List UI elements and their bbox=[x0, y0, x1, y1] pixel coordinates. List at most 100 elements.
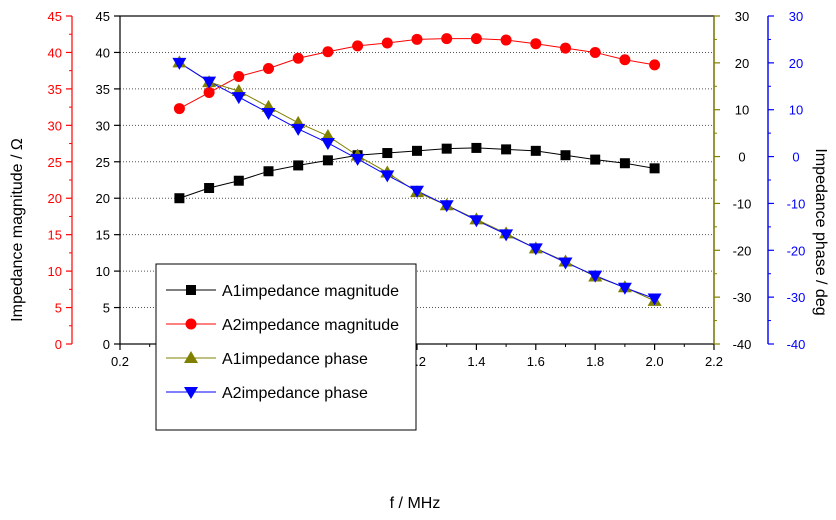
right-outer-tick-label: 10 bbox=[789, 103, 803, 118]
legend-box bbox=[155, 263, 417, 431]
series-4-point bbox=[291, 123, 306, 136]
left-outer-tick-label: 15 bbox=[48, 228, 62, 243]
right-inner-tick-label: -20 bbox=[733, 243, 752, 258]
right-outer-tick-label: -10 bbox=[787, 196, 806, 211]
series-2-point bbox=[233, 70, 245, 82]
left-outer-tick-label: 20 bbox=[48, 191, 62, 206]
series-1-point bbox=[174, 193, 185, 204]
series-2-point bbox=[173, 103, 185, 115]
right-inner-tick-label: -10 bbox=[733, 196, 752, 211]
series-1-point bbox=[263, 166, 274, 177]
series-2-point bbox=[560, 42, 571, 54]
series-4-point bbox=[647, 293, 662, 306]
series-2-point bbox=[352, 40, 364, 52]
legend-label: A1impedance magnitude bbox=[222, 283, 399, 300]
left-inner-tick-label: 30 bbox=[96, 118, 110, 133]
legend: A1impedance magnitude A2impedance magnitu… bbox=[155, 263, 417, 431]
series-4-point bbox=[202, 76, 217, 89]
series-2-point bbox=[292, 52, 304, 64]
right-inner-tick-label: 20 bbox=[735, 56, 749, 71]
series-lines bbox=[179, 38, 655, 302]
series-2-point bbox=[263, 62, 274, 74]
series-2-point bbox=[500, 34, 512, 46]
series-markers bbox=[172, 33, 662, 306]
series-4-point bbox=[439, 200, 454, 213]
series-line-2 bbox=[179, 38, 655, 110]
legend-label: A2impedance phase bbox=[222, 385, 368, 402]
series-1-point bbox=[293, 160, 304, 171]
series-1-point bbox=[441, 143, 452, 154]
left-inner-tick-label: 15 bbox=[96, 228, 110, 243]
series-2-point bbox=[530, 38, 542, 50]
series-2-point bbox=[381, 37, 393, 49]
left-inner-tick-label: 20 bbox=[96, 191, 110, 206]
series-1-point bbox=[649, 163, 660, 174]
right-inner-tick-label: -30 bbox=[733, 290, 752, 305]
series-4-point bbox=[172, 57, 187, 70]
series-4-point bbox=[558, 257, 573, 270]
left-inner-tick-label: 5 bbox=[103, 301, 110, 316]
legend-label: A2impedance magnitude bbox=[222, 317, 399, 334]
series-2-point bbox=[411, 33, 423, 45]
series-4-point bbox=[617, 282, 632, 295]
series-line-4 bbox=[179, 62, 655, 300]
legend-marker bbox=[186, 285, 196, 295]
series-4-point bbox=[231, 92, 246, 105]
left-inner-tick-label: 45 bbox=[96, 9, 110, 24]
series-2-point bbox=[589, 46, 601, 58]
left-inner-tick-label: 0 bbox=[103, 337, 110, 352]
series-1-point bbox=[471, 142, 482, 153]
series-4-point bbox=[320, 137, 335, 150]
left-inner-tick-label: 10 bbox=[96, 264, 110, 279]
right-inner-tick-label: 10 bbox=[735, 103, 749, 118]
series-1-point bbox=[619, 158, 630, 169]
series-1-point bbox=[233, 175, 244, 186]
right-y-axis-label: Impedance phase / deg bbox=[812, 148, 829, 315]
left-outer-tick-label: 40 bbox=[48, 45, 62, 60]
right-inner-tick-label: -40 bbox=[733, 337, 752, 352]
series-2-point bbox=[441, 33, 453, 45]
series-2-point bbox=[203, 87, 215, 99]
series-1-point bbox=[204, 183, 215, 194]
series-1-point bbox=[412, 145, 422, 156]
series-4-point bbox=[350, 153, 365, 166]
left-y-axis-label: Impedance magnitude / Ω bbox=[9, 138, 26, 322]
left-outer-tick-label: 0 bbox=[55, 337, 62, 352]
series-1-point bbox=[560, 150, 571, 161]
legend-label: A1impedance phase bbox=[222, 351, 368, 368]
right-outer-tick-label: 0 bbox=[792, 150, 799, 165]
series-3-point bbox=[320, 128, 335, 141]
series-1-point bbox=[501, 144, 512, 155]
left-outer-tick-label: 5 bbox=[55, 301, 62, 316]
left-outer-tick-label: 45 bbox=[48, 9, 62, 24]
left-outer-tick-label: 25 bbox=[48, 155, 62, 170]
right-inner-tick-label: 30 bbox=[735, 9, 749, 24]
x-tick-label: 2.0 bbox=[646, 354, 664, 369]
series-1-point bbox=[382, 148, 393, 159]
right-outer-tick-label: -30 bbox=[787, 290, 806, 305]
right-inner-tick-label: 0 bbox=[738, 150, 745, 165]
series-1-point bbox=[322, 155, 333, 166]
legend-marker bbox=[184, 387, 198, 399]
right-outer-tick-label: -40 bbox=[787, 337, 806, 352]
x-tick-label: 1.6 bbox=[527, 354, 545, 369]
left-outer-tick-label: 10 bbox=[48, 264, 62, 279]
series-4-point bbox=[410, 185, 424, 198]
series-2-point bbox=[322, 46, 334, 58]
legend-marker bbox=[184, 351, 198, 363]
left-inner-tick-label: 40 bbox=[96, 45, 110, 60]
x-axis-label: f / MHz bbox=[390, 495, 441, 512]
x-tick-label: 1.4 bbox=[467, 354, 485, 369]
left-outer-tick-label: 35 bbox=[48, 82, 62, 97]
left-outer-tick-label: 30 bbox=[48, 118, 62, 133]
series-2-point bbox=[619, 54, 631, 66]
legend-marker bbox=[185, 318, 197, 330]
series-4-point bbox=[528, 243, 543, 256]
x-tick-label: 0.2 bbox=[111, 354, 129, 369]
series-1-point bbox=[530, 145, 541, 156]
series-4-point bbox=[380, 170, 395, 183]
series-1-point bbox=[590, 154, 601, 165]
right-outer-tick-label: -20 bbox=[787, 243, 806, 258]
series-4-point bbox=[499, 229, 514, 242]
